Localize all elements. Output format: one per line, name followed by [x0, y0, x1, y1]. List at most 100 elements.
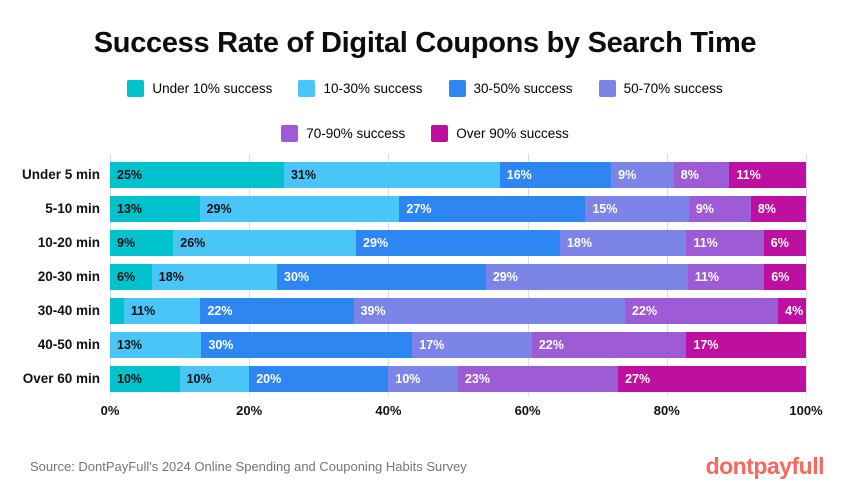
bar-segment: 9% [110, 229, 174, 256]
brand-logo: dontpayfull [705, 453, 825, 479]
x-tick-label: 0% [100, 402, 120, 418]
segment-value-label: 10% [117, 371, 143, 386]
bar-row: 40-50 min 13% 30% 17% 22% 17% [10, 328, 806, 362]
category-label: 5-10 min [45, 201, 100, 217]
segment-value-label: 9% [117, 235, 136, 250]
bar-segment: 6% [763, 229, 806, 256]
segment-value-label: 22% [207, 303, 233, 318]
legend-item: Over 90% success [431, 124, 569, 142]
segment-value-label: 17% [419, 337, 445, 352]
segment-value-label: 18% [158, 269, 184, 284]
bar-segment: 9% [688, 195, 751, 222]
category-label: 20-30 min [37, 269, 100, 285]
legend-label: Over 90% success [456, 125, 569, 141]
bar-row: Over 60 min 10% 10% 20% 10% 23% 27% [10, 362, 806, 396]
segment-value-label: 17% [693, 337, 719, 352]
bar-track: 9% 26% 29% 18% 11% 6% [110, 229, 806, 256]
category-label: 40-50 min [37, 337, 100, 353]
segment-value-label: 22% [632, 303, 658, 318]
segment-value-label: 23% [464, 371, 491, 386]
x-tick-label: 40% [375, 402, 402, 418]
bar-track: 11% 22% 39% 22% 4% [110, 297, 807, 324]
legend-swatch [598, 79, 616, 97]
segment-value-label: 8% [757, 201, 776, 216]
bar-segment: 8% [750, 195, 806, 222]
segment-value-label: 13% [117, 337, 143, 352]
segment-value-label: 29% [363, 235, 389, 250]
category-label: Over 60 min [22, 371, 100, 387]
bar-row: 30-40 min 11% 22% 39% 22% 4% [10, 294, 807, 328]
category-label: 30-40 min [37, 303, 100, 319]
segment-value-label: 11% [736, 167, 761, 182]
segment-value-label: 4% [785, 303, 804, 318]
bar-segment: 30% [277, 263, 486, 290]
segment-value-label: 30% [284, 269, 310, 284]
segment-value-label: 39% [360, 303, 386, 318]
segment-value-label: 10% [186, 371, 212, 386]
bar-segment: 29% [485, 263, 688, 290]
category-label: Under 5 min [21, 167, 100, 183]
bar-segment: 27% [399, 195, 586, 222]
bar-segment: 23% [457, 365, 619, 392]
legend: Under 10% success 10-30% success 30-50% su… [95, 79, 755, 142]
bar-segment: 25% [110, 161, 284, 188]
bar-segment: 10% [388, 365, 458, 392]
x-tick-label: 80% [653, 402, 680, 418]
legend-swatch [448, 79, 466, 97]
bar-track: 25% 31% 16% 9% 8% 11% [110, 161, 807, 188]
bar-segment [110, 297, 124, 324]
legend-swatch [281, 124, 299, 142]
segment-value-label: 11% [694, 269, 720, 284]
legend-swatch [127, 79, 145, 97]
footer: Source: DontPayFull's 2024 Online Spendi… [30, 453, 825, 480]
segment-value-label: 18% [566, 235, 592, 250]
bar-segment: 39% [353, 297, 626, 324]
bar-segment: 20% [249, 365, 389, 392]
bar-segment: 8% [673, 161, 730, 188]
bar-segment: 17% [686, 331, 806, 358]
bar-segment: 17% [412, 331, 532, 358]
segment-value-label: 25% [117, 167, 143, 182]
segment-value-label: 6% [117, 269, 136, 284]
x-tick-label: 60% [514, 402, 541, 418]
segment-value-label: 11% [130, 303, 156, 318]
bar-track: 13% 30% 17% 22% 17% [110, 331, 806, 358]
segment-value-label: 10% [395, 371, 421, 386]
bar-segment: 11% [687, 263, 765, 290]
bar-segment: 29% [199, 195, 400, 222]
legend-label: 70-90% success [306, 125, 406, 141]
x-tick-label: 100% [789, 402, 823, 418]
bar-row: Under 5 min 25% 31% 16% 9% 8% 11% [10, 158, 807, 192]
bar-segment: 6% [110, 263, 152, 290]
bar-segment: 11% [123, 297, 201, 324]
segment-value-label: 29% [206, 201, 232, 216]
segment-value-label: 30% [208, 337, 234, 352]
gridline [806, 153, 807, 396]
x-tick-label: 20% [236, 402, 263, 418]
rows: Under 5 min 25% 31% 16% 9% 8% 11% 5-10 min 13% 29… [10, 153, 807, 396]
bar-segment: 22% [625, 297, 779, 324]
x-axis: 0% 20% 40% 60% 80% 100% [101, 396, 823, 420]
bar-segment: 15% [585, 195, 689, 222]
bar-segment: 4% [778, 297, 807, 324]
segment-value-label: 11% [693, 235, 718, 250]
bar-segment: 18% [559, 229, 687, 256]
segment-value-label: 26% [180, 235, 206, 250]
segment-value-label: 27% [625, 371, 651, 386]
segment-value-label: 9% [618, 167, 637, 182]
bar-segment: 11% [686, 229, 764, 256]
bar-row: 10-20 min 9% 26% 29% 18% 11% 6% [10, 226, 806, 260]
segment-value-label: 9% [695, 201, 714, 216]
legend-label: Under 10% success [152, 80, 273, 96]
segment-value-label: 6% [770, 235, 789, 250]
legend-label: 50-70% success [623, 80, 723, 96]
bar-segment: 13% [110, 331, 202, 358]
bar-segment: 31% [284, 161, 500, 188]
bar-segment: 26% [173, 229, 357, 256]
segment-value-label: 20% [256, 371, 282, 386]
bar-segment: 10% [179, 365, 250, 392]
legend-swatch [298, 79, 316, 97]
segment-value-label: 6% [771, 269, 790, 284]
segment-value-label: 22% [538, 337, 564, 352]
bar-segment: 22% [531, 331, 687, 358]
